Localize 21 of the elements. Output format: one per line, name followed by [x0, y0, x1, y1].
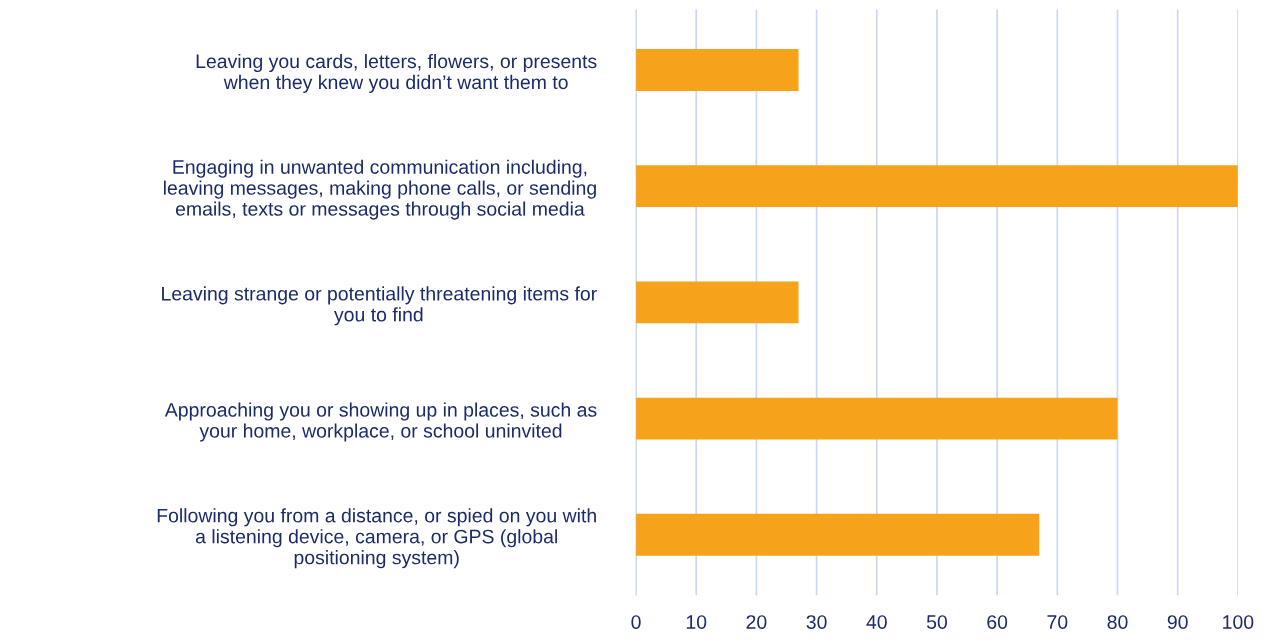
- x-tick-label: 80: [1107, 615, 1128, 629]
- y-tick-label: Following you from a distance, or spied on you with a listening device, camera, or GPS (global positioning system): [157, 508, 596, 569]
- bar: [636, 513, 1040, 556]
- y-tick-label: Leaving you cards, letters, flowers, or presents when they knew you didn’t want them to: [196, 53, 597, 93]
- x-tick-label: 40: [866, 615, 887, 629]
- x-tick-label: 30: [806, 615, 827, 629]
- x-tick-label: 20: [746, 615, 767, 629]
- bar: [636, 397, 1118, 440]
- y-tick-label: Approaching you or showing up in places, such as your home, workplace, or school uninvited: [164, 402, 597, 442]
- y-tick-label: Leaving strange or potentially threatening items for you to find: [162, 286, 597, 326]
- x-tick-label: 0: [631, 615, 641, 629]
- x-tick-label: 90: [1167, 615, 1188, 629]
- bar: [636, 281, 799, 324]
- x-tick-label: 50: [926, 615, 947, 629]
- x-tick-label: 70: [1047, 615, 1068, 629]
- x-tick-label: 10: [686, 615, 707, 629]
- bar: [636, 49, 799, 91]
- x-tick-label: 100: [1223, 615, 1254, 629]
- y-tick-label: Engaging in unwanted communication including, leaving messages, making phone calls, or sending emails, texts or messages through social media: [163, 159, 596, 220]
- bar: [636, 165, 1238, 208]
- x-tick-label: 60: [987, 615, 1008, 629]
